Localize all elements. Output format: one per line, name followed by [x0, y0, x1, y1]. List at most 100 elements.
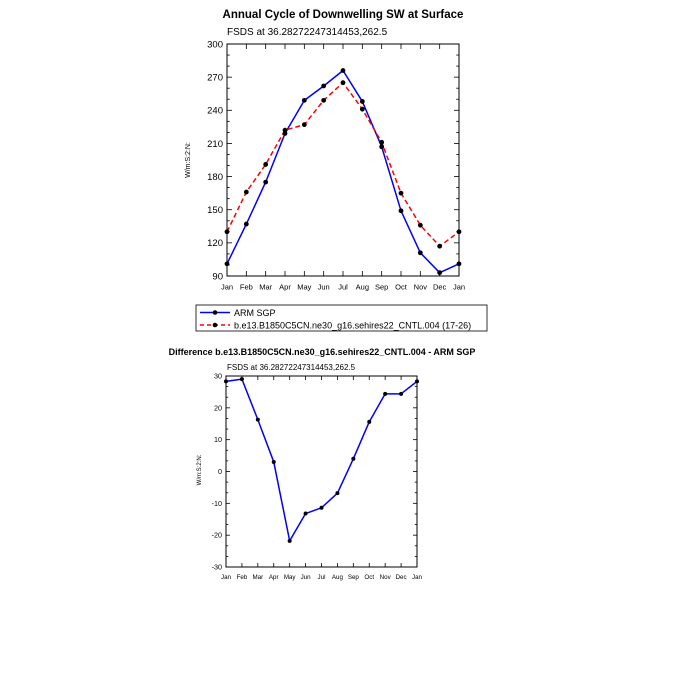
y-tick-label: 90 — [212, 271, 223, 282]
data-point-0 — [239, 377, 244, 382]
data-point-0 — [255, 417, 260, 422]
plot-frame — [225, 375, 418, 568]
x-tick-label: Jun — [301, 574, 312, 581]
x-tick-label: Sep — [348, 574, 360, 581]
legend-box — [195, 304, 488, 332]
y-tick-label: 120 — [207, 238, 223, 249]
y-tick-label: -10 — [212, 499, 222, 508]
data-point-1 — [282, 127, 288, 133]
data-point-0 — [417, 250, 423, 256]
data-point-1 — [379, 139, 385, 145]
x-tick-label: Feb — [240, 283, 253, 292]
x-tick-label: Jan — [221, 574, 232, 581]
data-point-0 — [287, 538, 292, 543]
series-line-0 — [226, 69, 460, 274]
data-point-0 — [359, 99, 365, 104]
data-point-1 — [263, 162, 269, 167]
data-point-1 — [417, 222, 423, 228]
data-point-0 — [282, 131, 288, 136]
series-line-0 — [225, 378, 418, 542]
data-point-0 — [243, 221, 249, 227]
data-point-0 — [456, 261, 462, 267]
series-line-1 — [226, 81, 460, 247]
x-tick-label: Apr — [269, 574, 279, 581]
data-point-0 — [351, 456, 356, 461]
y-tick-label: -30 — [212, 563, 222, 572]
legend: ARM SGP b.e13.B1850C5CN.ne30_g16.sehires… — [195, 304, 488, 332]
legend-label-arm-sgp: ARM SGP — [234, 308, 276, 318]
x-tick-label: Jun — [318, 283, 330, 292]
chart-title: Difference b.e13.B1850C5CN.ne30_g16.sehi… — [169, 347, 476, 357]
data-point-0 — [321, 83, 327, 89]
y-tick-label: 180 — [207, 172, 223, 183]
data-point-0 — [224, 261, 230, 267]
chart-title: Annual Cycle of Downwelling SW at Surfac… — [223, 9, 464, 21]
y-tick-label: 270 — [207, 72, 223, 83]
data-point-0 — [415, 379, 419, 384]
data-point-0 — [303, 511, 308, 516]
y-axis-label: W/m:S:2:N: — [197, 454, 203, 485]
data-point-0 — [437, 270, 443, 276]
y-tick-label: 240 — [207, 106, 223, 117]
difference-chart: Difference b.e13.B1850C5CN.ne30_g16.sehi… — [169, 347, 476, 581]
legend-marker-model — [212, 322, 218, 328]
plot-frame — [226, 43, 460, 277]
chart-subtitle: FSDS at 36.28272247314453,262.5 — [227, 363, 356, 372]
x-tick-label: Jul — [318, 574, 326, 581]
y-tick-label: 210 — [207, 139, 223, 150]
data-point-1 — [321, 97, 327, 103]
x-tick-label: Dec — [396, 574, 407, 581]
legend-label-model: b.e13.B1850C5CN.ne30_g16.sehires22_CNTL.… — [234, 321, 471, 331]
x-tick-label: Mar — [253, 574, 264, 581]
y-tick-label: 30 — [214, 372, 222, 381]
data-point-0 — [301, 97, 307, 103]
y-tick-label: 20 — [214, 403, 222, 412]
data-point-1 — [398, 190, 404, 196]
data-point-0 — [367, 419, 372, 424]
x-tick-label: Oct — [364, 574, 374, 581]
annual-cycle-chart: Annual Cycle of Downwelling SW at Surfac… — [185, 9, 488, 332]
x-tick-label: Jan — [221, 283, 233, 292]
y-tick-label: -20 — [212, 531, 222, 540]
y-tick-label: 150 — [207, 205, 223, 216]
data-point-1 — [301, 122, 307, 128]
x-tick-label: May — [284, 574, 297, 581]
x-tick-label: Jan — [412, 574, 423, 581]
chart-subtitle: FSDS at 36.28272247314453,262.5 — [227, 27, 388, 38]
data-point-0 — [383, 391, 388, 396]
data-point-1 — [224, 229, 230, 235]
y-tick-label: 300 — [207, 39, 223, 50]
data-point-0 — [340, 68, 346, 73]
x-tick-label: Apr — [279, 283, 291, 292]
x-tick-label: Feb — [237, 574, 248, 581]
x-tick-label: Mar — [259, 283, 272, 292]
data-point-0 — [399, 391, 404, 396]
data-point-1 — [437, 243, 443, 249]
y-tick-label: 0 — [218, 467, 222, 476]
data-point-0 — [379, 144, 385, 150]
y-axis-label: W/m:S:2:N: — [185, 142, 192, 178]
x-tick-label: Oct — [395, 283, 408, 292]
x-tick-label: Aug — [356, 283, 369, 292]
data-point-0 — [398, 208, 404, 214]
data-point-0 — [319, 505, 324, 510]
x-tick-label: Dec — [433, 283, 447, 292]
data-point-1 — [359, 106, 365, 112]
x-tick-label: Jul — [338, 283, 348, 292]
data-point-0 — [263, 179, 269, 185]
data-point-0 — [224, 379, 228, 384]
data-point-1 — [456, 229, 462, 235]
legend-marker-arm-sgp — [212, 310, 218, 315]
data-point-0 — [271, 459, 276, 464]
x-tick-label: Aug — [332, 574, 344, 581]
x-tick-label: Sep — [375, 283, 388, 292]
x-tick-label: May — [297, 283, 311, 292]
x-tick-label: Jan — [453, 283, 465, 292]
x-tick-label: Nov — [414, 283, 428, 292]
data-point-1 — [340, 80, 346, 86]
x-tick-label: Nov — [380, 574, 392, 581]
y-tick-label: 10 — [214, 435, 222, 444]
data-point-0 — [335, 491, 340, 496]
data-point-1 — [243, 189, 249, 195]
